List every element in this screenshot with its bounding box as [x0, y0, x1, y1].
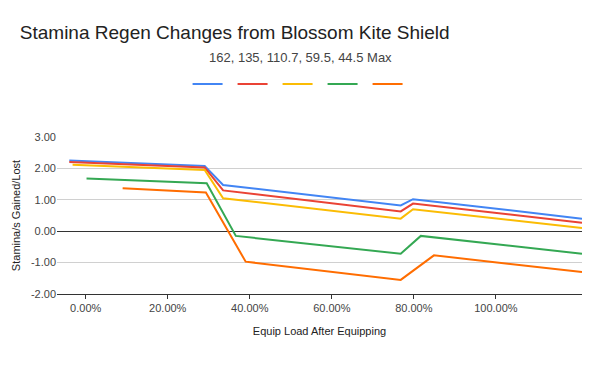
svg-text:1.00: 1.00	[35, 194, 56, 206]
svg-text:60.00%: 60.00%	[313, 302, 351, 314]
svg-text:40.00%: 40.00%	[231, 302, 269, 314]
svg-text:20.00%: 20.00%	[149, 302, 187, 314]
svg-text:2.00: 2.00	[35, 162, 56, 174]
svg-text:-2.00: -2.00	[31, 288, 56, 300]
svg-text:Stamina Regen Changes from Blo: Stamina Regen Changes from Blossom Kite …	[20, 22, 450, 43]
svg-text:0.00: 0.00	[35, 225, 56, 237]
svg-text:Equip Load After Equipping: Equip Load After Equipping	[253, 325, 386, 337]
svg-text:80.00%: 80.00%	[395, 302, 433, 314]
svg-text:162, 135, 110.7, 59.5, 44.5 Ma: 162, 135, 110.7, 59.5, 44.5 Max	[209, 50, 392, 65]
svg-text:Stamina/s Gained/Lost: Stamina/s Gained/Lost	[10, 160, 22, 271]
svg-text:0.00%: 0.00%	[70, 302, 101, 314]
svg-text:100.00%: 100.00%	[474, 302, 518, 314]
svg-text:-1.00: -1.00	[31, 256, 56, 268]
svg-text:3.00: 3.00	[35, 131, 56, 143]
